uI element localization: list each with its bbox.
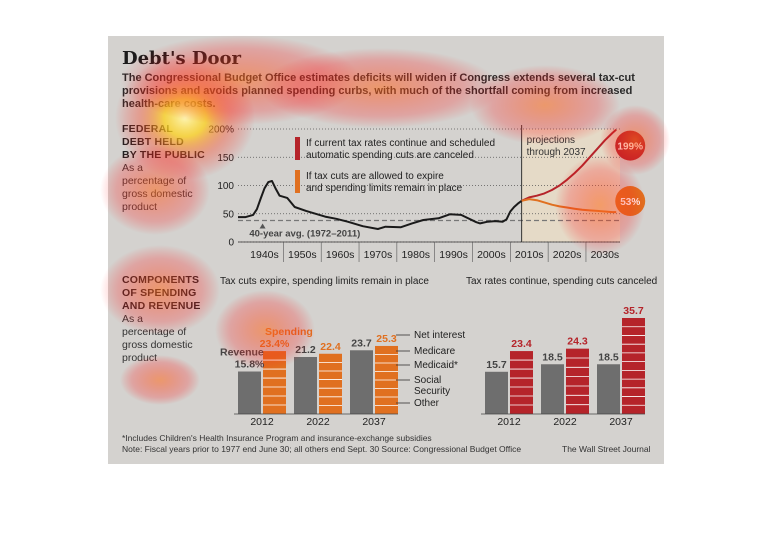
x-tick-label: 1980s bbox=[401, 249, 430, 261]
legend-text: and spending limits remain in place bbox=[306, 183, 463, 194]
revenue-bar bbox=[597, 364, 620, 414]
spending-bar bbox=[566, 348, 589, 414]
spending-bar bbox=[319, 353, 342, 414]
revenue-value-label: 23.7 bbox=[351, 337, 372, 349]
spending-value-label: 23.4 bbox=[511, 338, 532, 350]
components-legend-label: Net interest bbox=[414, 330, 465, 341]
revenue-value-label: 21.2 bbox=[295, 344, 316, 356]
spending-value-label: 24.3 bbox=[567, 336, 588, 348]
components-legend-label: Social bbox=[414, 375, 441, 386]
publisher-credit: The Wall Street Journal bbox=[562, 444, 651, 454]
projections-label: through 2037 bbox=[527, 147, 586, 158]
bar-category-label: 2037 bbox=[362, 416, 386, 428]
components-legend-label: Medicaid* bbox=[414, 360, 458, 371]
source-note: Note: Fiscal years prior to 1977 end Jun… bbox=[122, 444, 522, 454]
bar-category-label: 2022 bbox=[553, 416, 577, 428]
x-tick-label: 2010s bbox=[515, 249, 544, 261]
end-label-current-policy: 199% bbox=[617, 142, 643, 153]
legend-text: If tax cuts are allowed to expire bbox=[306, 171, 444, 182]
spending-value-label: 22.4 bbox=[320, 341, 341, 353]
legend-text: If current tax rates continue and schedu… bbox=[306, 138, 495, 149]
revenue-bar bbox=[350, 350, 373, 414]
bar-category-label: 2012 bbox=[497, 416, 521, 428]
revenue-bar bbox=[541, 364, 564, 414]
revenue-value-label: 18.5 bbox=[542, 351, 563, 363]
revenue-bar bbox=[238, 371, 261, 414]
average-label: 40-year avg. (1972–2011) bbox=[249, 229, 360, 240]
components-legend-label: Other bbox=[414, 398, 440, 409]
footnote: *Includes Children's Health Insurance Pr… bbox=[122, 433, 432, 443]
bar-panel-title: Tax rates continue, spending cuts cancel… bbox=[466, 276, 657, 287]
revenue-value-label: 18.5 bbox=[598, 351, 619, 363]
revenue-bar bbox=[485, 371, 508, 414]
revenue-caption: Revenue bbox=[220, 347, 264, 359]
x-tick-label: 1940s bbox=[250, 249, 279, 261]
spending-bar bbox=[510, 351, 533, 414]
infographic: Debt's Door The Congressional Budget Off… bbox=[108, 36, 664, 464]
average-arrow-marker bbox=[259, 223, 266, 229]
x-tick-label: 2020s bbox=[553, 249, 582, 261]
revenue-value-label: 15.8% bbox=[235, 359, 265, 371]
y-tick-label: 100 bbox=[217, 181, 234, 192]
components-legend-label: Security bbox=[414, 386, 450, 397]
y-tick-label: 50 bbox=[223, 209, 235, 220]
spending-bar bbox=[622, 318, 645, 414]
bar-category-label: 2022 bbox=[306, 416, 330, 428]
bar-category-label: 2012 bbox=[250, 416, 274, 428]
charts-canvas: 0 50 100 150 200% 1940s 1950s 1960s 1970s 1980s 19… bbox=[208, 125, 657, 429]
projections-label: projections bbox=[527, 135, 575, 146]
x-tick-label: 1950s bbox=[288, 249, 317, 261]
spending-value-label: 35.7 bbox=[623, 305, 644, 317]
x-tick-label: 2030s bbox=[591, 249, 620, 261]
series-line-historical bbox=[238, 180, 523, 230]
x-tick-label: 1990s bbox=[439, 249, 468, 261]
components-sub-line: gross domestic bbox=[122, 339, 193, 351]
end-label-current-law: 53% bbox=[620, 197, 640, 208]
legend-swatch-current_law bbox=[295, 170, 300, 193]
bar-category-label: 2037 bbox=[609, 416, 633, 428]
revenue-bar bbox=[294, 356, 317, 414]
x-tick-label: 2000s bbox=[477, 249, 506, 261]
spending-value-label: 23.4% bbox=[260, 338, 290, 350]
revenue-value-label: 15.7 bbox=[486, 359, 507, 371]
y-tick-label: 200% bbox=[208, 125, 234, 136]
legend-text: automatic spending cuts are canceled bbox=[306, 150, 474, 161]
y-tick-label: 0 bbox=[228, 238, 234, 249]
components-legend-label: Medicare bbox=[414, 346, 456, 357]
spending-bar bbox=[263, 351, 286, 414]
legend-swatch-current_policy bbox=[295, 137, 300, 160]
spending-value-label: 25.3 bbox=[376, 333, 397, 345]
y-tick-label: 150 bbox=[217, 153, 234, 164]
spending-caption: Spending bbox=[265, 326, 313, 338]
x-tick-label: 1960s bbox=[326, 249, 355, 261]
x-tick-label: 1970s bbox=[364, 249, 393, 261]
bar-panel-title: Tax cuts expire, spending limits remain … bbox=[220, 276, 429, 287]
